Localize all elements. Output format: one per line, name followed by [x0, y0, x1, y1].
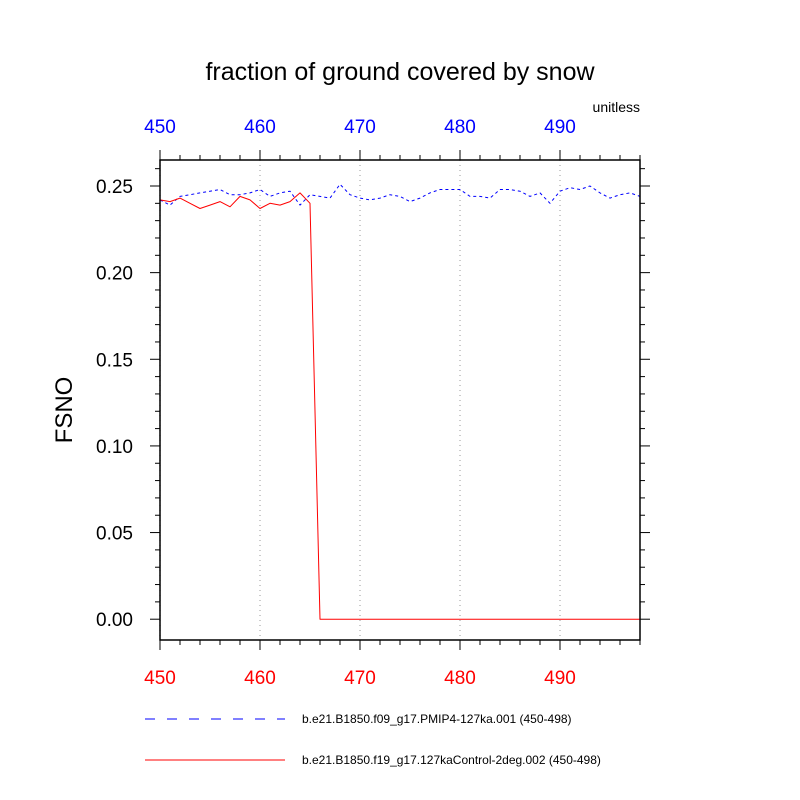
y-tick-label: 0.20: [96, 264, 133, 285]
x-bottom-tick-label: 480: [444, 668, 476, 689]
plot-frame: [159, 159, 641, 641]
y-tick-label: 0.00: [96, 610, 133, 631]
x-bottom-tick-label: 470: [344, 668, 376, 689]
x-bottom-tick-label: 460: [244, 668, 276, 689]
legend: b.e21.B1850.f09_g17.PMIP4-127ka.001 (450…: [145, 712, 601, 767]
legend-label-2: b.e21.B1850.f19_g17.127kaControl-2deg.00…: [302, 753, 601, 767]
x-bottom-tick-label: 490: [544, 668, 576, 689]
y-tick-label: 0.05: [96, 524, 133, 545]
plot-series: [159, 183, 641, 620]
grid-lines: [159, 160, 561, 640]
legend-label-1: b.e21.B1850.f09_g17.PMIP4-127ka.001 (450…: [302, 712, 572, 726]
x-bottom-tick-label: 450: [144, 668, 176, 689]
series-line-1: [159, 183, 641, 206]
axis-ticks: [150, 150, 650, 650]
y-tick-label: 0.10: [96, 437, 133, 458]
x-top-tick-label: 480: [444, 117, 476, 138]
tick-labels: 0.00 0.05 0.10 0.15 0.20 0.25 450 460 470 480 490 4…: [96, 117, 576, 689]
units-label: unitless: [593, 99, 640, 115]
x-top-tick-label: 450: [144, 117, 176, 138]
x-top-tick-label: 490: [544, 117, 576, 138]
series-line-2: [159, 192, 640, 620]
chart-title: fraction of ground covered by snow: [205, 58, 595, 86]
x-top-tick-label: 470: [344, 117, 376, 138]
y-tick-label: 0.15: [96, 350, 133, 371]
y-axis-label: FSNO: [51, 377, 78, 444]
x-top-tick-label: 460: [244, 117, 276, 138]
y-tick-label: 0.25: [96, 177, 133, 198]
